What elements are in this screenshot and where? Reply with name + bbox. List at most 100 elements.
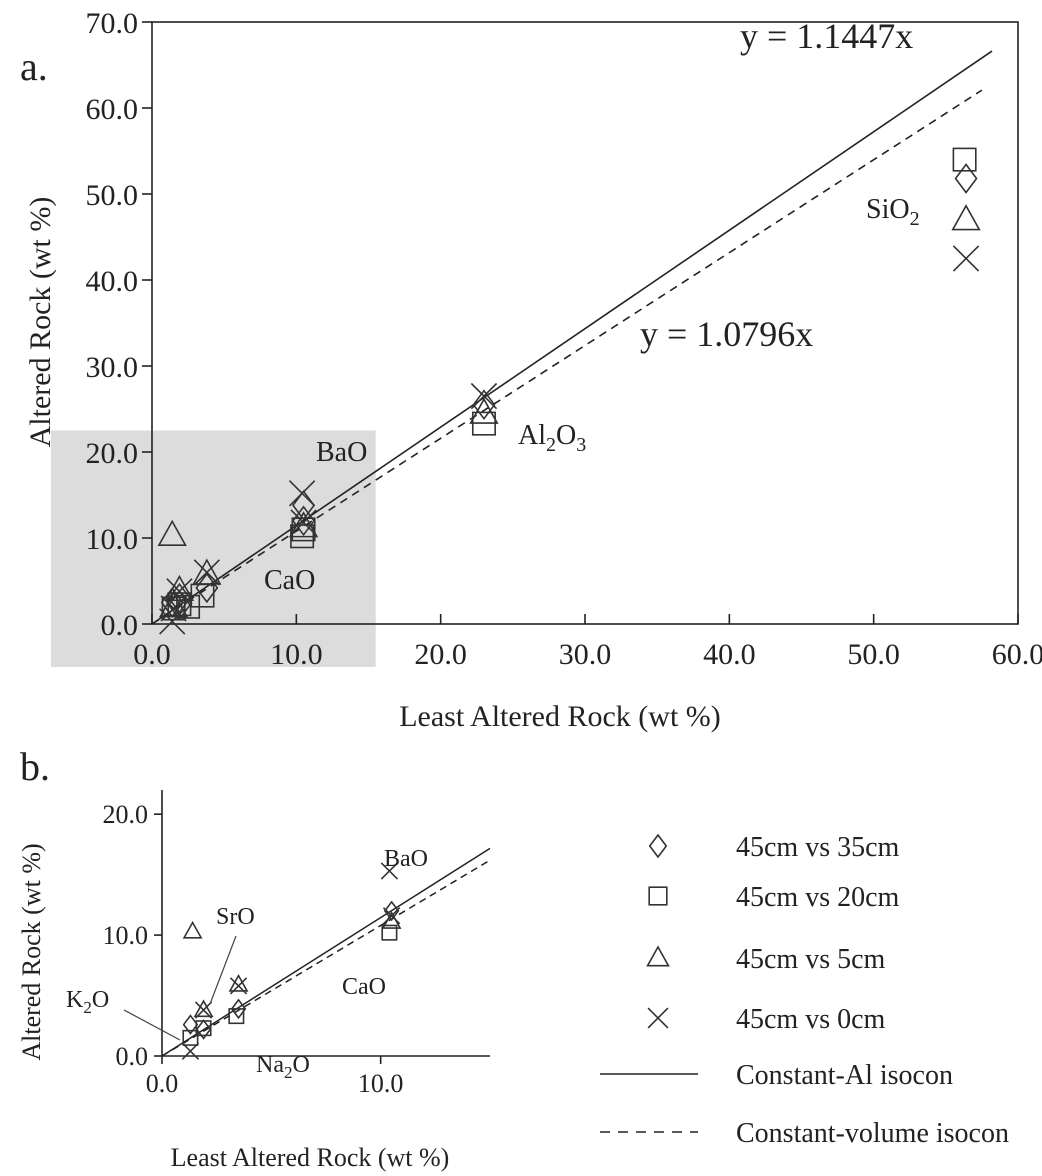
- label-sio2: SiO2: [866, 194, 920, 230]
- point-a-45cm-vs-5cm-3: [157, 519, 187, 547]
- legend-item-45cm-vs-0cm: 45cm vs 0cm: [647, 1004, 886, 1035]
- y-tick-label-a-10-0: 10.0: [86, 523, 139, 556]
- legend-item-45cm-vs-5cm: 45cm vs 5cm: [646, 944, 886, 975]
- point-b-45cm-vs-0cm-0: [380, 862, 399, 880]
- point-b-45cm-vs-5cm-2: [228, 974, 249, 992]
- y-tick-label-a-0-0: 0.0: [101, 609, 139, 642]
- point-a-45cm-vs-5cm-5: [164, 574, 195, 602]
- label-k2o: K2O: [66, 987, 109, 1017]
- isocon-line-b-constant-volume-isocon: [161, 859, 491, 1057]
- panel-a-x-axis-label: Least Altered Rock (wt %): [399, 700, 721, 733]
- legend-item-constant-al-isocon: Constant-Al isocon: [600, 1060, 953, 1091]
- isocon-line-a-constant-al-isocon: [151, 50, 993, 625]
- x-tick-label-a-40-0: 40.0: [703, 638, 756, 671]
- point-a-45cm-vs-35cm-0: [954, 163, 978, 194]
- x-tick-label-a-10-0: 10.0: [270, 638, 323, 671]
- point-b-45cm-vs-0cm-4: [181, 1042, 200, 1060]
- legend-label: Constant-Al isocon: [736, 1060, 953, 1091]
- panel-a-equation-solid: y = 1.1447x: [740, 16, 913, 56]
- panel-a-letter: a.: [20, 44, 48, 89]
- point-a-45cm-vs-5cm-0: [951, 204, 981, 231]
- panel-b-isocon-lines: [161, 847, 491, 1057]
- isocon-line-b-constant-al-isocon: [161, 847, 491, 1057]
- panel-b-ticks: 0.0 10.0 0.0 10.0 20.0: [103, 800, 404, 1098]
- legend-label: 45cm vs 0cm: [736, 1004, 886, 1035]
- y-tick-label-a-60-0: 60.0: [86, 93, 139, 126]
- panel-a-highlight-box: [50, 430, 376, 667]
- x-tick-label-a-30-0: 30.0: [559, 638, 612, 671]
- point-b-45cm-vs-20cm-0: [381, 924, 398, 941]
- point-b-45cm-vs-20cm-2: [195, 1020, 212, 1037]
- panel-b-x-axis-label: Least Altered Rock (wt %): [171, 1143, 450, 1172]
- point-b-45cm-vs-0cm-3: [194, 1001, 213, 1019]
- point-a-45cm-vs-0cm-7: [160, 595, 187, 622]
- legend-item-45cm-vs-35cm: 45cm vs 35cm: [648, 832, 900, 863]
- label-bao-a: BaO: [316, 437, 367, 468]
- y-tick-label-b-10-0: 10.0: [103, 921, 149, 950]
- panel-a-points: [157, 147, 981, 635]
- point-a-45cm-vs-5cm-4: [192, 558, 222, 585]
- label-cao-b: CaO: [342, 974, 386, 1000]
- panel-b: b. 0.0 10.0 0.0 10.0 20.0 BaO SrO CaO K2O Na…: [17, 744, 491, 1172]
- panel-b-y-axis-label: Altered Rock (wt %): [17, 843, 46, 1060]
- point-b-45cm-vs-35cm-2: [195, 1019, 212, 1040]
- legend-label: 45cm vs 35cm: [736, 832, 900, 863]
- y-tick-label-a-20-0: 20.0: [86, 437, 139, 470]
- point-a-45cm-vs-5cm-6: [158, 591, 189, 618]
- leader-line-sro: [209, 935, 237, 1005]
- point-a-45cm-vs-0cm-5: [166, 578, 193, 605]
- x-tick-label-b-0-0: 0.0: [146, 1069, 179, 1098]
- panel-b-points: [181, 862, 402, 1060]
- x-tick-label-a-60-0: 60.0: [992, 638, 1042, 671]
- point-b-45cm-vs-0cm-1: [382, 907, 401, 925]
- point-a-45cm-vs-5cm-1: [469, 397, 499, 424]
- label-sro: SrO: [216, 904, 255, 930]
- panel-a: a. 0.0 10.0 20.0 30.0 40.0 50.0 60.0 0.0 10.0 20.…: [20, 7, 1042, 733]
- legend-item-45cm-vs-20cm: 45cm vs 20cm: [648, 882, 900, 913]
- point-b-45cm-vs-5cm-3: [193, 999, 214, 1018]
- point-a-45cm-vs-0cm-6: [159, 608, 186, 635]
- point-b-45cm-vs-0cm-2: [229, 977, 248, 995]
- point-a-45cm-vs-20cm-7: [176, 594, 201, 619]
- panel-a-y-axis-label: Altered Rock (wt %): [24, 197, 57, 448]
- point-a-45cm-vs-20cm-3: [291, 517, 316, 542]
- legend-swatch-square: [648, 886, 668, 906]
- label-al2o3: Al2O3: [518, 420, 586, 456]
- y-tick-label-a-40-0: 40.0: [86, 265, 139, 298]
- point-a-45cm-vs-0cm-3: [290, 509, 317, 536]
- point-b-45cm-vs-35cm-3: [182, 1014, 199, 1035]
- point-a-45cm-vs-20cm-0: [952, 147, 977, 172]
- point-b-45cm-vs-35cm-0: [383, 900, 400, 922]
- point-b-45cm-vs-20cm-3: [182, 1029, 199, 1046]
- point-a-45cm-vs-0cm-2: [288, 480, 316, 507]
- legend-swatch-cross: [647, 1007, 669, 1029]
- y-tick-label-b-20-0: 20.0: [103, 800, 149, 829]
- y-tick-label-b-0-0: 0.0: [116, 1042, 149, 1071]
- legend-label: Constant-volume isocon: [736, 1118, 1009, 1149]
- x-tick-label-b-10-0: 10.0: [358, 1069, 404, 1098]
- panel-a-isocon-lines: [151, 50, 993, 625]
- legend-label: 45cm vs 5cm: [736, 944, 886, 975]
- point-a-45cm-vs-5cm-2: [288, 511, 319, 538]
- legend-item-constant-volume-isocon: Constant-volume isocon: [600, 1118, 1009, 1149]
- point-a-45cm-vs-35cm-1: [472, 389, 496, 421]
- legend: 45cm vs 35cm 45cm vs 20cm 45cm vs 5cm 45cm …: [600, 832, 1009, 1149]
- panel-b-axes: [161, 790, 490, 1057]
- panel-b-letter: b.: [20, 744, 50, 789]
- legend-swatch-diamond: [648, 833, 668, 859]
- point-b-45cm-vs-35cm-1: [230, 998, 247, 1020]
- legend-label: 45cm vs 20cm: [736, 882, 900, 913]
- point-b-45cm-vs-5cm-0: [182, 920, 203, 939]
- y-tick-label-a-50-0: 50.0: [86, 179, 139, 212]
- isocon-line-a-constant-volume-isocon: [151, 89, 983, 625]
- legend-swatch-triangle: [646, 945, 670, 967]
- x-tick-label-a-50-0: 50.0: [847, 638, 900, 671]
- panel-a-equation-dashed: y = 1.0796x: [640, 314, 813, 354]
- label-cao-a: CaO: [264, 565, 315, 596]
- leader-line-k2o: [123, 1009, 181, 1041]
- label-na2o: Na2O: [256, 1052, 310, 1082]
- point-a-45cm-vs-0cm-1: [470, 382, 498, 410]
- label-bao-b: BaO: [384, 846, 428, 872]
- point-b-45cm-vs-20cm-1: [228, 1008, 245, 1025]
